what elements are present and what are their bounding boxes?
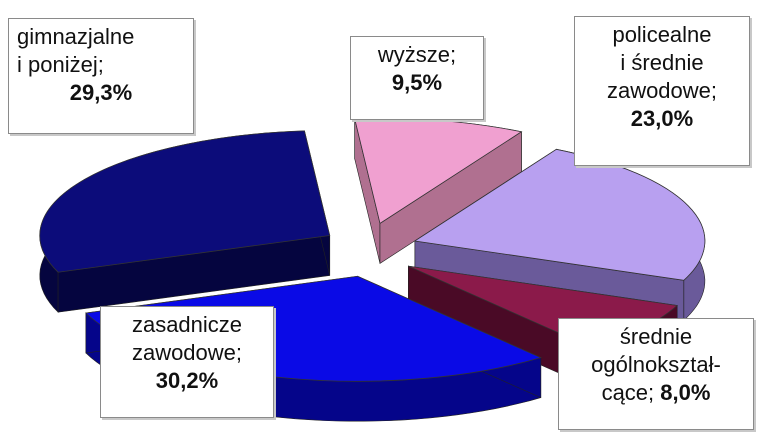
label-policealne-line3: zawodowe; <box>606 78 718 103</box>
label-zasadnicze-line2: zawodowe; <box>131 340 243 365</box>
label-wyzsze-value: 9,5% <box>391 70 443 95</box>
label-srednie-value: 8,0% <box>660 380 711 405</box>
label-srednie-line3: cące; <box>601 380 655 405</box>
label-gimnazjalne-line1: gimnazjalne <box>17 24 135 49</box>
label-zasadnicze: zasadnicze zawodowe; 30,2% <box>100 306 274 418</box>
label-gimnazjalne-value: 29,3% <box>69 80 133 105</box>
label-wyzsze-line1: wyższe; <box>377 42 457 67</box>
label-srednie-line1: średnie <box>619 324 693 349</box>
pie-slice-wyzsze <box>354 118 523 264</box>
label-srednie-line2: ogólnokształ- <box>591 352 721 377</box>
label-wyzsze: wyższe; 9,5% <box>350 36 484 120</box>
label-srednie-ogolnoksztalcace: średnie ogólnokształ- cące; 8,0% <box>558 318 754 430</box>
label-gimnazjalne-line2: i poniżej; <box>17 52 104 77</box>
label-policealne-line1: policealne <box>612 22 712 47</box>
label-srednie-line3-wrap: cące; 8,0% <box>567 379 745 407</box>
label-policealne: policealne i średnie zawodowe; 23,0% <box>574 16 750 166</box>
label-zasadnicze-line1: zasadnicze <box>131 312 243 337</box>
label-gimnazjalne: gimnazjalne i poniżej; 29,3% <box>8 18 194 134</box>
pie-slice-gimnazjalne <box>39 130 331 313</box>
label-zasadnicze-value: 30,2% <box>155 368 219 393</box>
label-policealne-line2: i średnie <box>620 50 704 75</box>
label-policealne-value: 23,0% <box>630 106 694 131</box>
